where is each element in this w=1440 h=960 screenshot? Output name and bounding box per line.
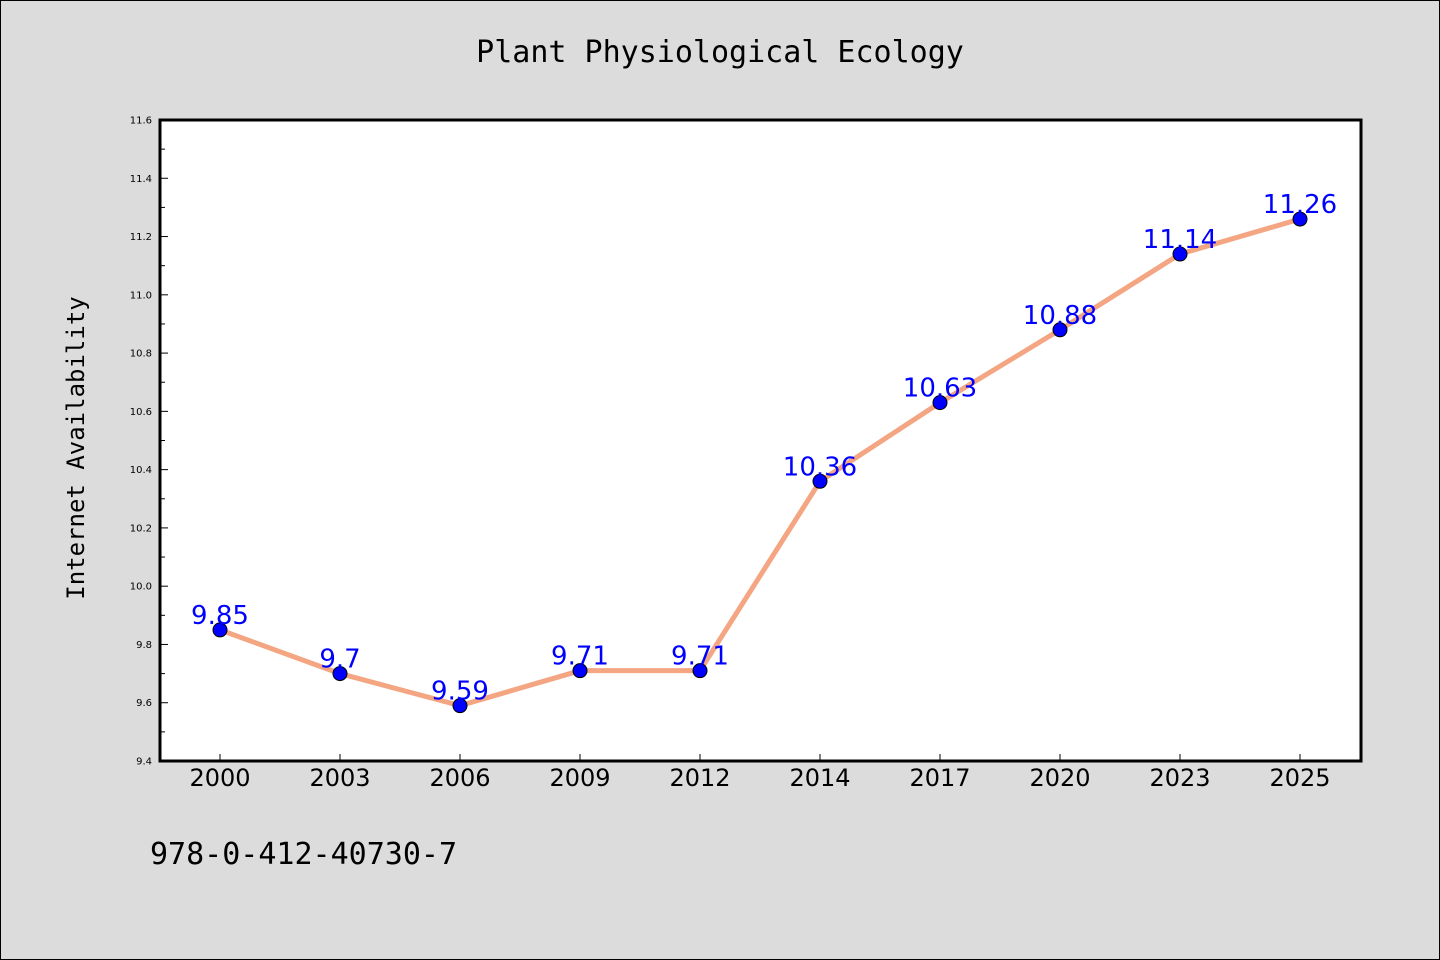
y-axis-ticks: 9.4 9.6 9.8 10.0 10.2 10.4 10.6 10.8 11.0 11.2 11.… (130, 116, 168, 768)
chart-title: Plant Physiological Ecology (476, 35, 964, 70)
data-point (932, 395, 948, 411)
data-point (692, 663, 708, 679)
data-point (1052, 322, 1068, 338)
x-tick-label: 2025 (1269, 764, 1330, 792)
series-line-group (217, 216, 1303, 709)
y-tick-label: 9.4 (136, 757, 152, 768)
y-tick-label: 11.0 (130, 290, 152, 301)
x-tick-label: 2003 (309, 764, 370, 792)
y-tick-label: 11.2 (130, 232, 152, 243)
x-tick-label: 2006 (429, 764, 490, 792)
y-tick-label: 10.0 (130, 582, 152, 593)
y-tick-label: 10.6 (130, 407, 152, 418)
data-point (1172, 246, 1188, 262)
data-point (332, 666, 348, 682)
x-tick-label: 2012 (669, 764, 730, 792)
y-tick-label: 9.8 (136, 640, 152, 651)
data-point (1292, 211, 1308, 227)
data-label: 10.36 (783, 452, 857, 482)
y-tick-label: 10.2 (130, 523, 152, 534)
y-tick-label: 10.4 (130, 465, 152, 476)
y-tick-label: 9.6 (136, 698, 152, 709)
isbn-text: 978-0-412-40730-7 (150, 837, 457, 872)
data-point (572, 663, 588, 679)
data-point (452, 698, 468, 714)
x-axis-ticks: 2000 2003 2006 2009 2012 2014 2017 2020 2023 2025 (189, 754, 1331, 792)
series-line (217, 216, 1303, 709)
data-label: 9.71 (671, 642, 729, 672)
data-label: 9.7 (319, 645, 360, 675)
plot-area (158, 118, 1363, 763)
y-axis-label: Internet Availability (62, 296, 90, 599)
data-label: 11.26 (1263, 190, 1337, 220)
data-label: 9.71 (551, 642, 609, 672)
data-label: 11.14 (1143, 225, 1217, 255)
y-tick-label: 11.6 (130, 116, 152, 127)
data-label: 9.59 (431, 677, 489, 707)
x-tick-label: 2023 (1149, 764, 1210, 792)
x-tick-label: 2014 (789, 764, 850, 792)
data-label: 10.88 (1023, 301, 1097, 331)
series-markers (212, 211, 1308, 714)
data-point (212, 622, 228, 638)
data-labels: 9.85 9.7 9.59 9.71 9.71 10.36 10.63 10.88 11.14 1… (191, 190, 1337, 707)
y-tick-label: 10.8 (130, 349, 152, 360)
x-tick-label: 2020 (1029, 764, 1090, 792)
x-tick-label: 2000 (189, 764, 250, 792)
data-label: 10.63 (903, 374, 977, 404)
x-tick-label: 2009 (549, 764, 610, 792)
x-tick-label: 2017 (909, 764, 970, 792)
y-tick-label: 11.4 (130, 174, 152, 185)
data-label: 9.85 (191, 601, 249, 631)
data-point (812, 473, 828, 489)
